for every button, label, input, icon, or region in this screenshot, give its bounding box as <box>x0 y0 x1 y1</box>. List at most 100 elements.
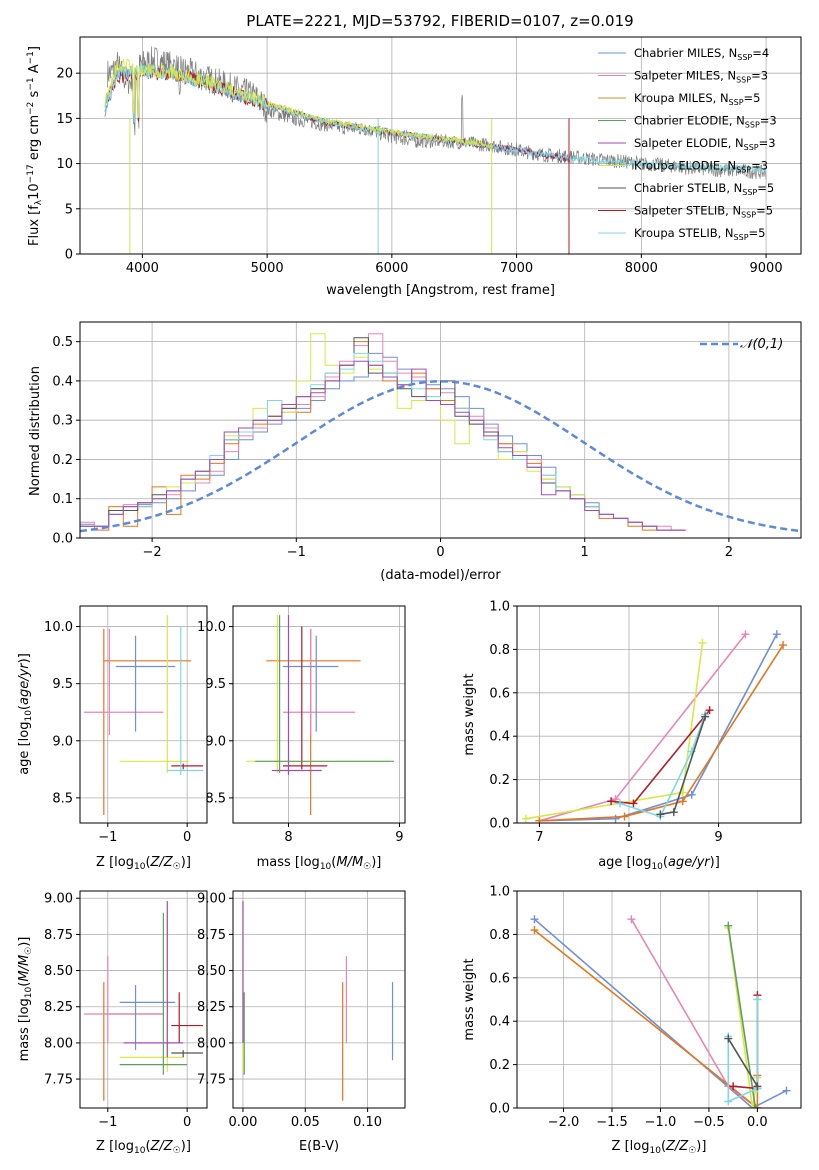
legend-entry: Kroupa MILES, NSSP=5 <box>634 91 760 107</box>
legend-entry: Chabrier ELODIE, NSSP=3 <box>634 114 777 130</box>
y-tick-label: 0.4 <box>489 1015 510 1030</box>
weight-point-marker <box>751 1104 760 1108</box>
weight-point-marker <box>530 926 539 935</box>
x-tick-label: 9 <box>714 830 722 845</box>
y-tick-label: 0.8 <box>489 643 510 658</box>
weight-line <box>727 1038 759 1087</box>
weight-point-marker <box>729 1082 738 1091</box>
weight-line <box>539 633 778 822</box>
weight-line <box>619 714 706 818</box>
y-tick-label: 5 <box>65 202 73 217</box>
weight-point-marker <box>753 995 762 1004</box>
weight-point-marker <box>782 1086 791 1095</box>
weight-vs-Z-axes: −2.0 −1.5 −1.0 −0.5 0.0 0.0 0.2 0.4 0.6 0.8 1.0 <box>489 885 802 1130</box>
x-axis-label: Z [log10(Z/Z☉)] <box>612 1139 707 1156</box>
y-tick-label: 8.5 <box>52 791 73 806</box>
x-axis-label: (data-model)/error <box>380 568 501 583</box>
weight-point-marker <box>616 799 625 808</box>
y-tick-label: 10.0 <box>197 620 226 635</box>
x-tick-label: 0.05 <box>291 1115 320 1130</box>
x-tick-label: 0 <box>183 830 191 845</box>
x-tick-label: −1.5 <box>596 1115 628 1130</box>
axes-frame <box>232 605 406 824</box>
axes-frame <box>79 36 802 255</box>
weight-line <box>727 999 759 1103</box>
weight-point-marker <box>753 1082 762 1091</box>
y-tick-label: 0.0 <box>52 532 73 547</box>
residual-histogram-step <box>80 360 686 531</box>
y-tick-label: 8.00 <box>197 1036 226 1051</box>
weight-point-marker <box>656 810 665 819</box>
y-tick-label: 9.0 <box>52 734 73 749</box>
y-tick-label: 10 <box>56 157 73 172</box>
y-tick-label: 0.1 <box>52 492 73 507</box>
x-tick-label: −2.0 <box>548 1115 580 1130</box>
residual-histogram-step <box>80 352 686 531</box>
weight-line <box>525 642 704 820</box>
y-tick-label: 0.4 <box>52 374 73 389</box>
x-tick-label: 6000 <box>375 261 408 276</box>
weight-vs-age-axes: 7 8 9 0.0 0.2 0.4 0.6 0.8 1.0 <box>489 600 802 845</box>
x-tick-label: 9 <box>395 830 403 845</box>
weight-line <box>539 644 784 822</box>
figure-title: PLATE=2221, MJD=53792, FIBERID=0107, z=0… <box>246 12 634 30</box>
x-tick-label: 0.10 <box>353 1115 382 1130</box>
y-tick-label: 7.75 <box>197 1073 226 1088</box>
mass-vs-ebv-axes: 0.00 0.05 0.10 7.75 8.00 8.25 8.50 8.75 9.00 <box>197 890 406 1130</box>
age-vs-mass-plot <box>246 615 394 816</box>
residual-histogram-step <box>80 352 686 531</box>
legend-entry: 𝒩(0,1) <box>740 337 783 352</box>
y-tick-label: 0 <box>65 248 73 263</box>
residual-histogram-step <box>80 337 686 531</box>
residuals-axes: −2 −1 0 1 2 0.0 0.1 0.2 0.3 0.4 0.5 <box>52 321 802 560</box>
weight-vs-age-plot <box>521 630 788 823</box>
y-tick-label: 0.3 <box>52 414 73 429</box>
weight-point-marker <box>779 641 788 650</box>
y-tick-label: 15 <box>56 112 73 127</box>
x-tick-label: 2 <box>725 545 733 560</box>
x-axis-label: age [log10(age/yr)] <box>598 855 720 872</box>
weight-point-marker <box>724 1034 733 1043</box>
x-tick-label: −2 <box>143 545 162 560</box>
age-vs-mass-axes: 8 9 8.5 9.0 9.5 10.0 <box>197 605 406 845</box>
y-axis-label: age [log10(age/yr)] <box>17 653 34 775</box>
weight-point-marker <box>748 1104 757 1108</box>
normal-curve-line <box>80 380 799 533</box>
x-tick-label: −1 <box>98 830 117 845</box>
x-tick-label: −1.0 <box>645 1115 677 1130</box>
y-axis-label: mass weight <box>462 673 477 755</box>
weight-line <box>727 925 757 1108</box>
y-tick-label: 0.5 <box>52 335 73 350</box>
weight-point-marker <box>705 706 714 715</box>
y-tick-label: 0.2 <box>489 773 510 788</box>
y-tick-label: 1.0 <box>489 885 510 900</box>
weight-point-marker <box>620 812 629 821</box>
x-axis-label: Z [log10(Z/Z☉)] <box>96 1139 191 1156</box>
weight-point-marker <box>607 797 616 806</box>
x-tick-label: 0.0 <box>747 1115 768 1130</box>
weight-point-marker <box>724 921 733 930</box>
weight-point-marker <box>611 814 620 823</box>
y-tick-label: 9.5 <box>52 677 73 692</box>
y-tick-label: 0.0 <box>489 1102 510 1117</box>
x-tick-label: 8 <box>625 830 633 845</box>
weight-vs-Z-plot <box>530 915 791 1108</box>
axes-frame <box>79 890 208 1109</box>
x-tick-label: 0 <box>183 1115 191 1130</box>
x-axis-label: E(B-V) <box>299 1139 339 1154</box>
y-axis-label: Normed distribution <box>28 366 43 496</box>
x-tick-label: 8 <box>284 830 292 845</box>
y-tick-label: 9.00 <box>44 892 73 907</box>
y-tick-label: 8.25 <box>44 1000 73 1015</box>
y-tick-label: 0.2 <box>52 453 73 468</box>
y-tick-label: 9.5 <box>205 677 226 692</box>
legend-entry: Chabrier MILES, NSSP=4 <box>634 46 769 62</box>
y-tick-label: 0.4 <box>489 730 510 745</box>
legend-entry: Salpeter STELIB, NSSP=5 <box>634 204 773 220</box>
weight-point-marker <box>530 915 539 924</box>
spectrum-axes: 4000 5000 6000 7000 8000 9000 0 5 10 15 20 <box>56 36 802 276</box>
x-tick-label: 8000 <box>625 261 658 276</box>
residual-histogram-step <box>80 341 686 531</box>
y-tick-label: 8.25 <box>197 1000 226 1015</box>
